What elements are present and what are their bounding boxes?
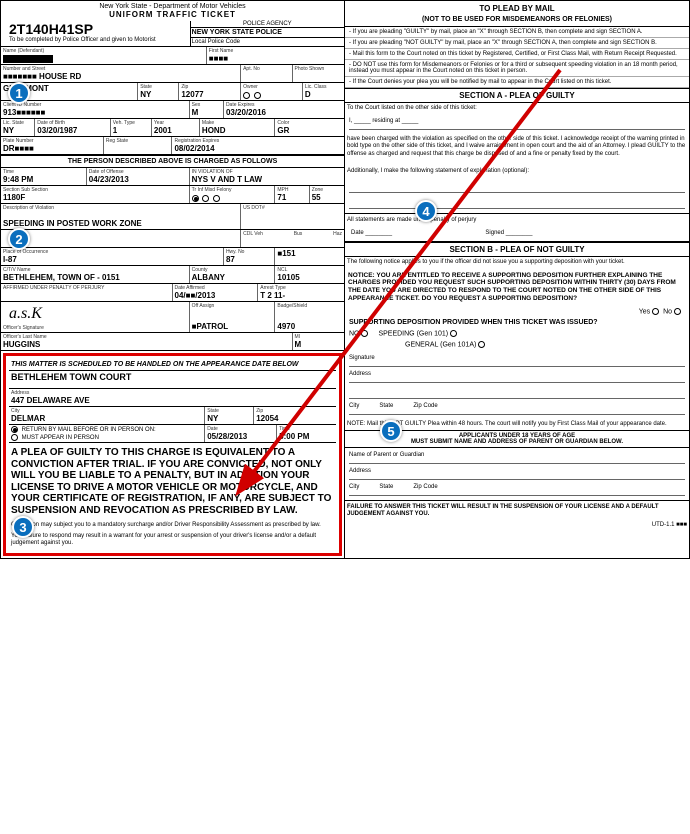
marker-4: 4 <box>415 200 437 222</box>
veh-year: 2001 <box>154 126 197 135</box>
lic-state: NY <box>3 126 32 135</box>
failure-note: Your failure to respond may result in a … <box>9 531 336 549</box>
dob: 03/20/1987 <box>37 126 107 135</box>
agency-name: New York State - Department of Motor Veh… <box>3 3 342 10</box>
place-occurrence: I-87 <box>3 255 221 264</box>
street-address: ■■■■■■■ HOUSE RD <box>3 72 238 81</box>
marker-3: 3 <box>12 516 34 538</box>
marker-5: 5 <box>380 420 402 442</box>
completed-by-note: To be completed by Police Officer and gi… <box>1 37 190 43</box>
state: NY <box>140 90 176 99</box>
plate: DR■■■■ <box>3 144 101 153</box>
local-code-label: Local Police Code <box>191 38 344 46</box>
yes-radio[interactable] <box>652 308 659 315</box>
plead-inst3: - Mail this form to the Court noted on t… <box>345 49 689 60</box>
sex: M <box>192 108 221 117</box>
ticket-header: New York State - Department of Motor Veh… <box>1 1 344 21</box>
name-label: Name (Defendant) <box>3 48 204 54</box>
police-agency: NEW YORK STATE POLICE <box>191 28 344 38</box>
affirmed-label: AFFIRMED UNDER PENALTY OF PERJURY <box>3 285 170 291</box>
name-redacted <box>3 55 53 63</box>
officer-signature: a.s.K <box>3 303 187 325</box>
return-mail-radio[interactable] <box>11 426 18 433</box>
no-radio[interactable] <box>674 308 681 315</box>
form-id: UTD-1.1 ■■■ <box>345 520 689 530</box>
plead-inst2: - If you are pleading "NOT GUILTY" by ma… <box>345 38 689 49</box>
violation-description: SPEEDING IN POSTED WORK ZONE <box>3 219 238 228</box>
plead-subtitle: (NOT TO BE USED FOR MISDEMEANORS OR FELO… <box>345 16 689 23</box>
must-appear-radio[interactable] <box>11 434 18 441</box>
marker-2: 2 <box>8 228 30 250</box>
town-name: BETHLEHEM, TOWN OF - 0151 <box>3 273 187 282</box>
veh-type: 1 <box>113 126 149 135</box>
police-agency-label: POLICE AGENCY <box>191 21 344 28</box>
red-arrow <box>220 60 580 510</box>
offense-time: 9:48 PM <box>3 175 84 184</box>
section-sub: 1180F <box>3 193 187 202</box>
ticket-number: 2T140H41SP <box>1 21 190 37</box>
surcharge-note: Conviction may subject you to a mandator… <box>9 520 336 531</box>
plead-inst1: - If you are pleading "GUILTY" by mail, … <box>345 27 689 38</box>
client-id: 913■■■■■■ <box>3 108 187 117</box>
marker-1: 1 <box>8 82 30 104</box>
ticket-title: UNIFORM TRAFFIC TICKET <box>3 10 342 19</box>
offense-date: 04/23/2013 <box>89 175 187 184</box>
court-city: DELMAR <box>11 414 202 423</box>
plead-title: TO PLEAD BY MAIL <box>345 1 689 16</box>
